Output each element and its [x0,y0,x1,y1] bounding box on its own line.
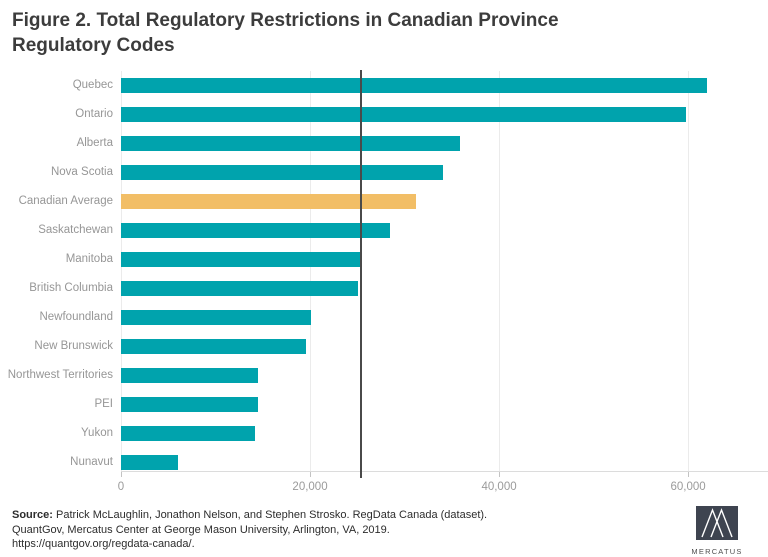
source-line-1: Source: Patrick McLaughlin, Jonathon Nel… [12,508,487,523]
bar [121,339,307,354]
bar [121,194,416,209]
category-label: Yukon [81,427,113,439]
category-label: Manitoba [65,253,113,265]
x-tick-label: 60,000 [670,481,706,493]
page-title: Figure 2. Total Regulatory Restrictions … [12,10,559,56]
x-axis-tick [310,472,312,477]
source-url: https://quantgov.org/regdata-canada/. [12,538,195,550]
source-note: Source: Patrick McLaughlin, Jonathon Nel… [12,508,487,552]
bar-chart: Quebec Ontario Alberta Nova Scotia Canadian … [0,70,768,493]
category-label: Quebec [72,79,113,91]
category-label: New Brunswick [34,340,113,352]
bar [121,426,256,441]
x-tick-label: 20,000 [292,481,328,493]
reference-line [360,70,363,478]
x-axis-tick [688,472,690,477]
bar [121,368,259,383]
gridline [499,71,501,471]
source-text: Patrick McLaughlin, Jonathon Nelson, and… [52,509,488,521]
bar [121,455,178,470]
mercatus-logo: MERCATUS [688,506,746,556]
category-label: British Columbia [29,282,113,294]
category-label: Alberta [76,137,113,149]
bar [121,223,391,238]
bar [121,136,461,151]
bar [121,310,311,325]
bar [121,107,687,122]
source-label: Source: [12,509,53,521]
bar [121,397,258,412]
category-label: Ontario [75,108,113,120]
gridline [310,71,312,471]
bar [121,78,707,93]
x-axis-tick [121,472,122,477]
category-label: Canadian Average [18,195,113,207]
gridline [121,71,122,471]
category-label: PEI [94,398,113,410]
x-tick-label: 0 [117,481,125,493]
x-axis-line [121,471,768,472]
x-tick-label: 40,000 [481,481,517,493]
category-labels: Quebec Ontario Alberta Nova Scotia Canadian … [0,71,113,477]
category-label: Northwest Territories [7,369,113,381]
category-label: Nova Scotia [50,166,113,178]
bar [121,165,444,180]
category-label: Nunavut [70,456,113,468]
bar [121,281,359,296]
category-label: Saskatchewan [38,224,113,236]
x-axis-tick [499,472,501,477]
category-label: Newfoundland [39,311,113,323]
source-line-2: QuantGov, Mercatus Center at George Maso… [12,523,390,536]
plot-area: 0 20,000 40,000 60,000 [117,70,768,493]
gridline [688,71,690,471]
mercatus-wordmark: MERCATUS [691,547,743,556]
bar [121,252,362,267]
mercatus-m-icon [696,506,738,540]
